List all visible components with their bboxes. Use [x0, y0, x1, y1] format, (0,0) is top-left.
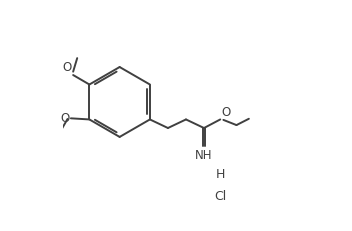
Text: O: O	[60, 112, 70, 125]
Text: NH: NH	[195, 149, 213, 162]
Text: O: O	[222, 106, 231, 119]
Text: O: O	[62, 61, 71, 74]
Text: H: H	[215, 168, 225, 181]
Text: Cl: Cl	[214, 190, 226, 203]
